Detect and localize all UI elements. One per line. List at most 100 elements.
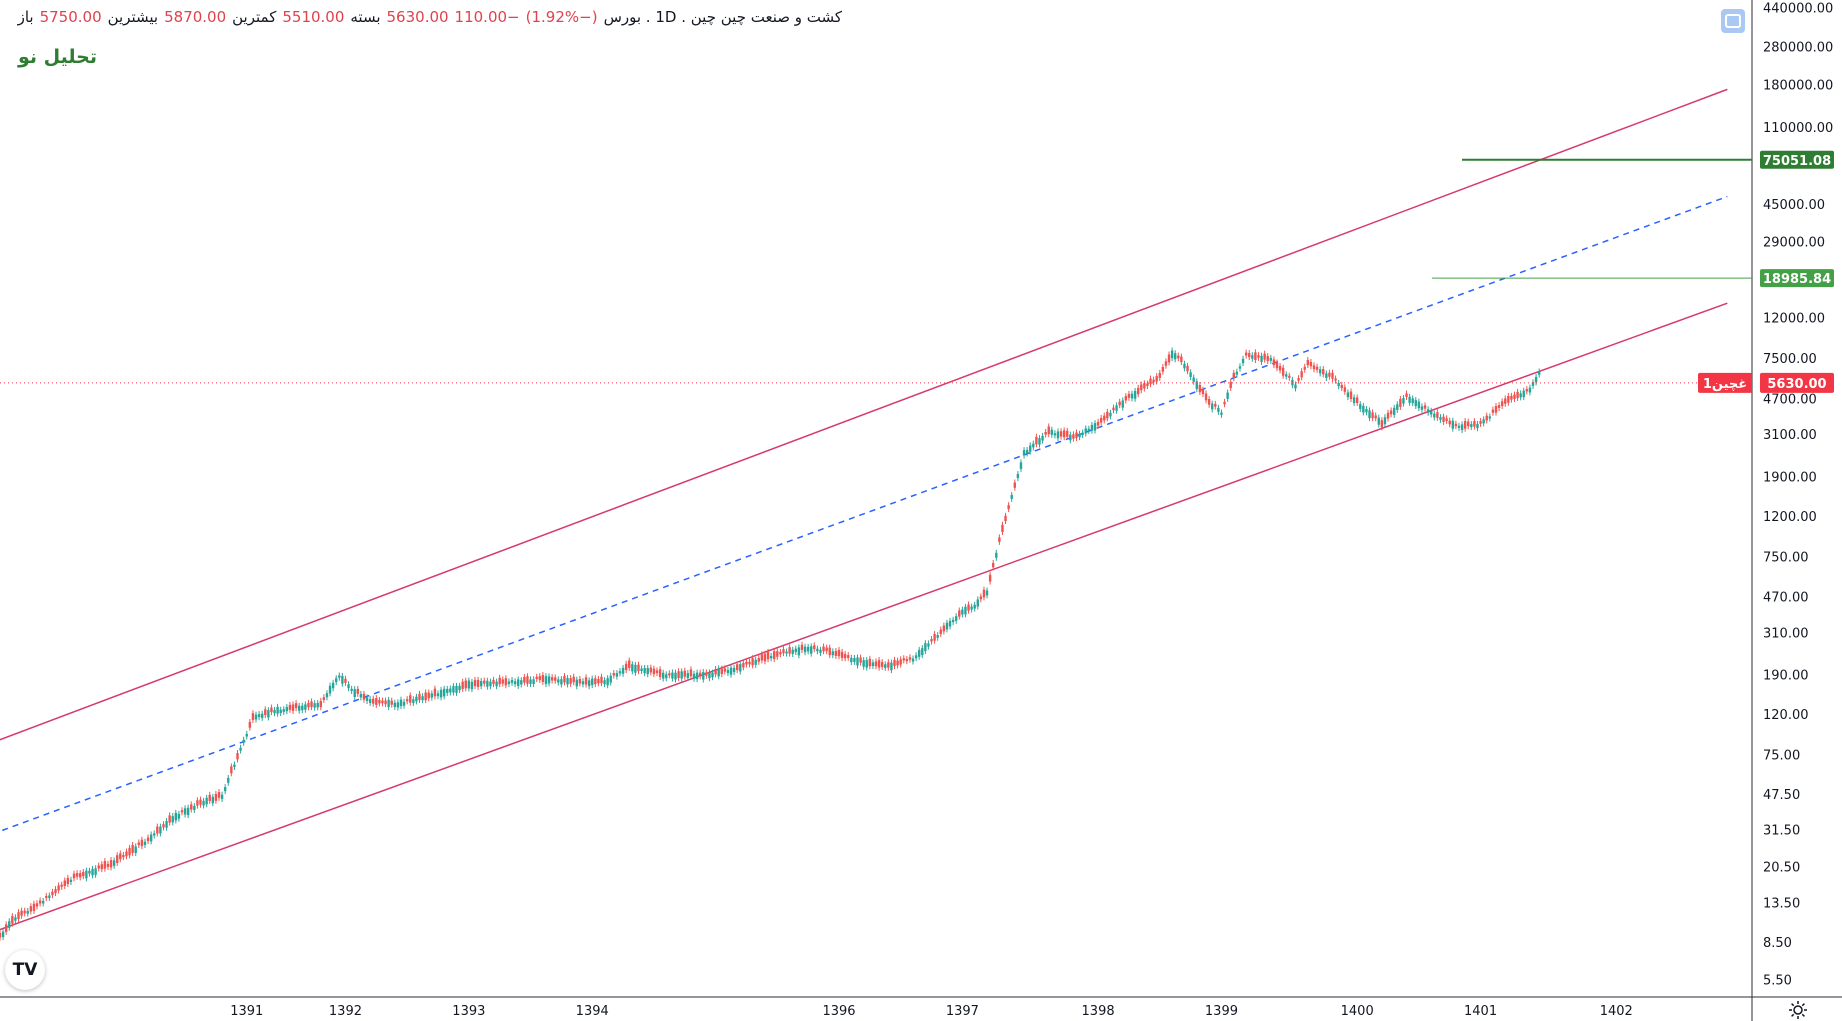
candle-body: [335, 678, 338, 683]
candle-body: [1260, 355, 1263, 362]
candle-body: [498, 677, 501, 685]
candle-body: [479, 681, 483, 687]
candle-body: [1223, 401, 1226, 405]
candle-body: [230, 766, 233, 774]
candle-body: [1414, 400, 1417, 407]
regression-channel[interactable]: [0, 88, 1728, 947]
candle-body: [698, 672, 702, 677]
candle-body: [501, 679, 504, 684]
candle-body: [964, 606, 967, 615]
candle-body: [850, 657, 853, 663]
price-axis[interactable]: 440000.00 280000.00 180000.00 110000.00 4500…: [1763, 1, 1833, 988]
candle-body: [813, 645, 816, 650]
candle-body: [510, 679, 514, 683]
candle-body: [803, 646, 807, 653]
candle-body: [507, 681, 511, 685]
candle-body: [557, 679, 560, 683]
candle-body: [1396, 404, 1399, 410]
candle-body: [1411, 398, 1414, 404]
candle-body: [877, 660, 881, 668]
candle-body: [143, 841, 147, 845]
candle-body: [1359, 404, 1362, 409]
tradingview-logo[interactable]: TV: [5, 950, 45, 990]
candle-body: [748, 661, 751, 665]
change-value: −110.00: [454, 8, 520, 26]
candle-body: [1050, 429, 1054, 435]
candle-body: [874, 661, 878, 667]
candle-body: [609, 675, 612, 683]
candle-body: [0, 933, 2, 938]
candle-body: [1269, 357, 1273, 361]
candle-body: [1041, 435, 1044, 441]
candle-body: [529, 679, 532, 684]
candle-body: [1485, 415, 1488, 421]
candle-body: [393, 702, 397, 707]
candle-body: [288, 704, 292, 710]
candles: [0, 347, 1541, 941]
candle-body: [862, 660, 865, 667]
candle-body: [887, 662, 890, 668]
candle-body: [75, 873, 79, 877]
candle-body: [1186, 365, 1189, 372]
price-tick-label: 440000.00: [1763, 1, 1833, 16]
candle-body: [381, 700, 384, 704]
time-axis[interactable]: 1391 1392 1393 1394 1396 1397 1398 1399 1400 1401…: [230, 1004, 1633, 1019]
candle-body: [1457, 425, 1461, 428]
candle-body: [1096, 421, 1100, 426]
candle-body: [1322, 369, 1325, 375]
channel-lower-line: [0, 302, 1728, 931]
candle-body: [122, 854, 125, 858]
candle-body: [1103, 415, 1106, 421]
candle-body: [1340, 384, 1343, 389]
candle-body: [88, 870, 91, 874]
candle-body: [1173, 353, 1177, 360]
candle-body: [825, 647, 828, 652]
gear-icon[interactable]: [1788, 1000, 1808, 1020]
candle-body: [628, 660, 631, 668]
candle-body: [1392, 407, 1396, 415]
high-label: بیشترین: [107, 8, 159, 26]
candle-body: [1460, 424, 1464, 431]
candle-body: [544, 676, 548, 685]
candle-body: [621, 667, 625, 674]
candle-body: [180, 810, 184, 813]
candle-body: [631, 664, 634, 672]
candle-body: [1476, 423, 1479, 429]
candle-body: [575, 679, 579, 687]
candle-body: [868, 658, 872, 667]
candle-body: [356, 688, 360, 694]
candle-body: [523, 676, 526, 683]
candle-body: [1451, 420, 1455, 429]
candle-body: [732, 667, 736, 673]
candle-body: [1263, 353, 1266, 360]
candle-body: [368, 699, 372, 703]
candle-body: [1510, 395, 1513, 400]
candle-body: [492, 679, 495, 685]
candle-body: [48, 895, 51, 898]
candle-body: [683, 670, 686, 677]
time-tick-label: 1398: [1082, 1004, 1115, 1019]
candle-body: [1038, 438, 1041, 445]
candle-body: [1312, 365, 1316, 370]
candle-body: [513, 681, 517, 685]
candle-body: [171, 816, 174, 823]
candle-body: [671, 672, 674, 679]
candle-body: [1494, 406, 1498, 413]
price-tick-label: 13.50: [1763, 896, 1800, 911]
screenshot-button[interactable]: [1721, 9, 1745, 33]
candle-body: [751, 658, 754, 666]
candle-body: [634, 664, 637, 673]
candle-body: [322, 697, 326, 700]
candle-body: [859, 657, 862, 663]
candle-body: [979, 596, 983, 600]
channel-upper-line: [0, 88, 1728, 741]
time-tick-label: 1392: [329, 1004, 362, 1019]
candle-body: [674, 672, 677, 680]
price-tick-label: 280000.00: [1763, 40, 1833, 55]
candle-body: [1235, 371, 1239, 375]
target-levels[interactable]: 75051.08 18985.84 غچین1 5630.00: [0, 150, 1834, 393]
candle-body: [4, 924, 8, 932]
candle-body: [554, 677, 557, 681]
candle-body: [449, 688, 452, 693]
